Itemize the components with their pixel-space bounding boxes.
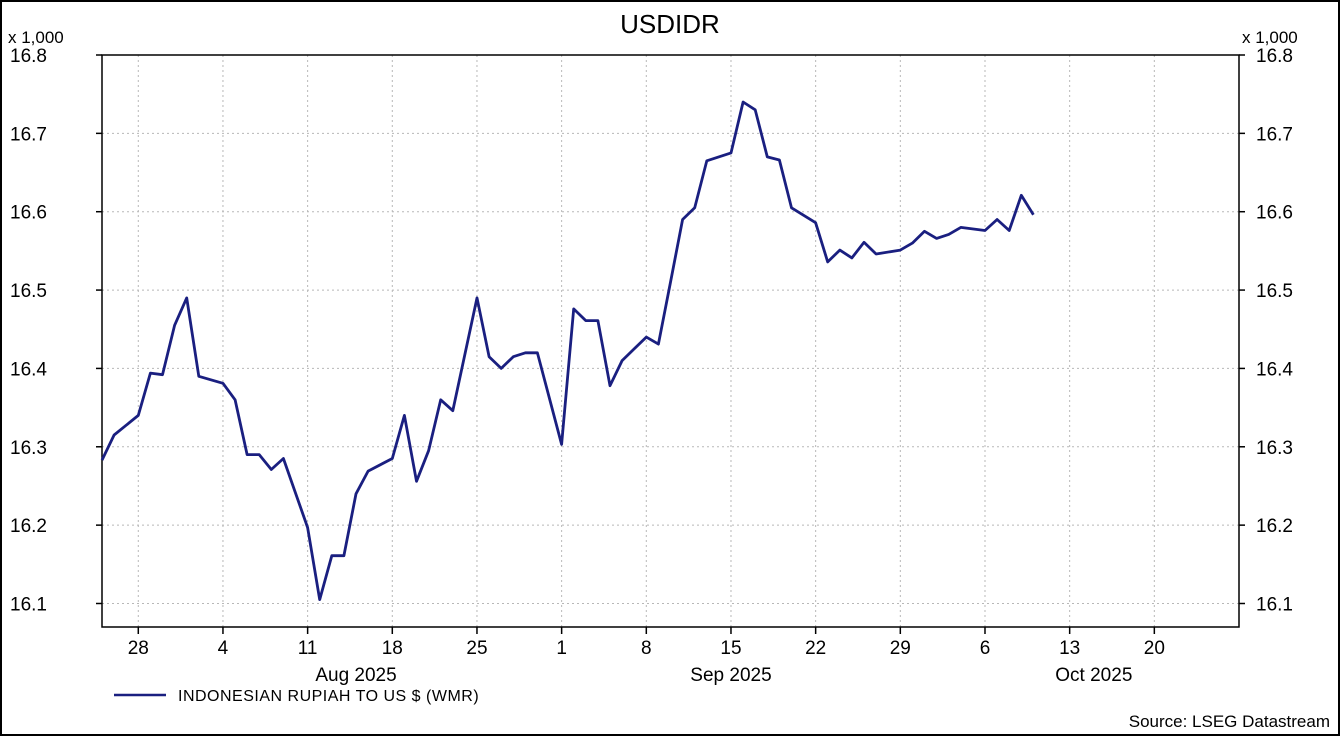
x-tick-label: 4 xyxy=(218,638,229,659)
x-tick-label: 20 xyxy=(1144,638,1165,659)
y-tick-label-right: 16.5 xyxy=(1256,281,1293,302)
y-tick-label-right: 16.4 xyxy=(1256,359,1293,380)
y-tick-label-left: 16.6 xyxy=(10,203,47,224)
month-label: Sep 2025 xyxy=(690,665,771,686)
legend-entry: INDONESIAN RUPIAH TO US $ (WMR) xyxy=(178,688,479,705)
y-axis-right: 16.1 16.2 16.3 16.4 16.5 16.6 16.7 16.8 xyxy=(1239,46,1293,615)
month-label: Oct 2025 xyxy=(1055,665,1132,686)
x-tick-label: 29 xyxy=(890,638,911,659)
series-layer xyxy=(100,100,1035,601)
chart-title: USDIDR xyxy=(620,9,720,39)
plot-area-border xyxy=(101,54,1240,628)
x-tick-label: 28 xyxy=(128,638,149,659)
y-tick-label-left: 16.3 xyxy=(10,438,47,459)
y-axis-left: 16.1 16.2 16.3 16.4 16.5 16.6 16.7 16.8 xyxy=(10,46,102,615)
left-scale-label: x 1,000 xyxy=(8,28,64,47)
y-tick-label-right: 16.2 xyxy=(1256,516,1293,537)
x-tick-label: 13 xyxy=(1059,638,1080,659)
y-tick-label-left: 16.2 xyxy=(10,516,47,537)
x-tick-label: 18 xyxy=(382,638,403,659)
series-line-usdidr xyxy=(100,100,1035,601)
x-tick-label: 11 xyxy=(298,638,318,659)
x-tick-label: 15 xyxy=(720,638,741,659)
month-label: Aug 2025 xyxy=(315,665,396,686)
y-tick-label-left: 16.8 xyxy=(10,46,47,67)
y-tick-label-right: 16.3 xyxy=(1256,438,1293,459)
y-tick-label-left: 16.1 xyxy=(10,594,47,615)
y-tick-label-right: 16.6 xyxy=(1256,203,1293,224)
y-tick-label-left: 16.7 xyxy=(10,124,47,145)
x-tick-label: 6 xyxy=(980,638,991,659)
source-note: Source: LSEG Datastream xyxy=(1129,712,1330,731)
y-tick-label-left: 16.4 xyxy=(10,359,47,380)
right-scale-label: x 1,000 xyxy=(1242,28,1298,47)
x-tick-label: 25 xyxy=(466,638,487,659)
x-tick-label: 8 xyxy=(641,638,652,659)
x-tick-label: 22 xyxy=(805,638,826,659)
y-tick-label-left: 16.5 xyxy=(10,281,47,302)
y-tick-label-right: 16.1 xyxy=(1256,594,1293,615)
y-tick-label-right: 16.7 xyxy=(1256,124,1293,145)
grid-lines xyxy=(102,54,1239,627)
y-tick-label-right: 16.8 xyxy=(1256,46,1293,67)
x-tick-label: 1 xyxy=(556,638,567,659)
